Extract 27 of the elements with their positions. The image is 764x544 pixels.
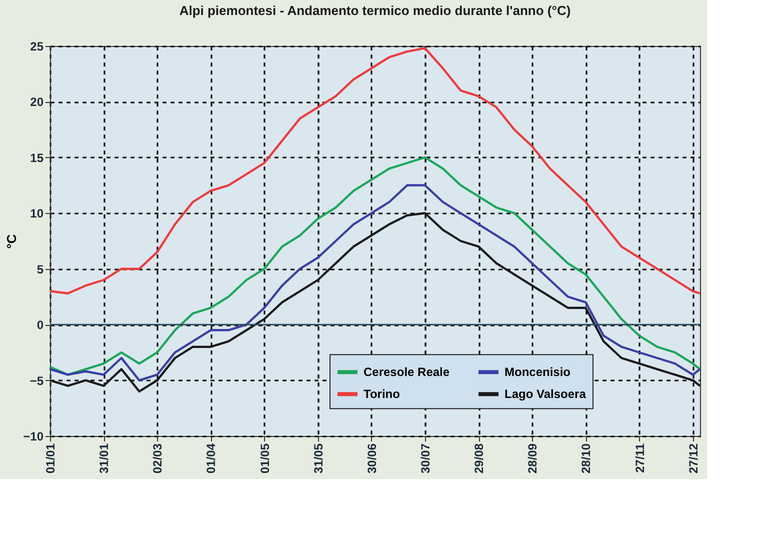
y-tick-label: −5 <box>30 374 44 388</box>
x-tick-label: 01/05 <box>258 443 272 474</box>
y-tick-label: 25 <box>30 40 44 54</box>
x-tick-label: 27/12 <box>686 443 700 474</box>
x-tick-label: 01/04 <box>204 443 218 474</box>
x-tick-label: 28/09 <box>526 443 540 474</box>
x-tick-label: 02/03 <box>150 443 165 474</box>
x-tick-label: 01/01 <box>44 443 58 474</box>
y-axis-title: °C <box>4 234 20 249</box>
x-tick-label: 30/06 <box>364 443 379 474</box>
legend-label: Torino <box>364 387 400 402</box>
legend-label: Moncenisio <box>504 365 571 380</box>
chart-title: Alpi piemontesi - Andamento termico medio durante l'anno (°C) <box>179 3 571 18</box>
y-tick-label: 15 <box>30 150 44 165</box>
x-tick-label: 29/08 <box>472 443 486 474</box>
x-tick-label: 27/11 <box>632 443 647 473</box>
legend-label: Ceresole Reale <box>364 365 450 380</box>
y-tick-label: 0 <box>36 318 44 332</box>
x-tick-label: 30/07 <box>418 443 432 474</box>
x-tick-label: 31/01 <box>97 443 112 474</box>
y-tick-label: −10 <box>23 430 44 444</box>
y-tick-label: 5 <box>36 262 44 276</box>
x-tick-label: 31/05 <box>311 443 326 474</box>
legend-label: Lago Valsoera <box>504 387 586 402</box>
x-tick-label: 28/10 <box>579 443 594 474</box>
y-tick-label: 20 <box>30 95 44 110</box>
y-tick-label: 10 <box>30 206 44 221</box>
